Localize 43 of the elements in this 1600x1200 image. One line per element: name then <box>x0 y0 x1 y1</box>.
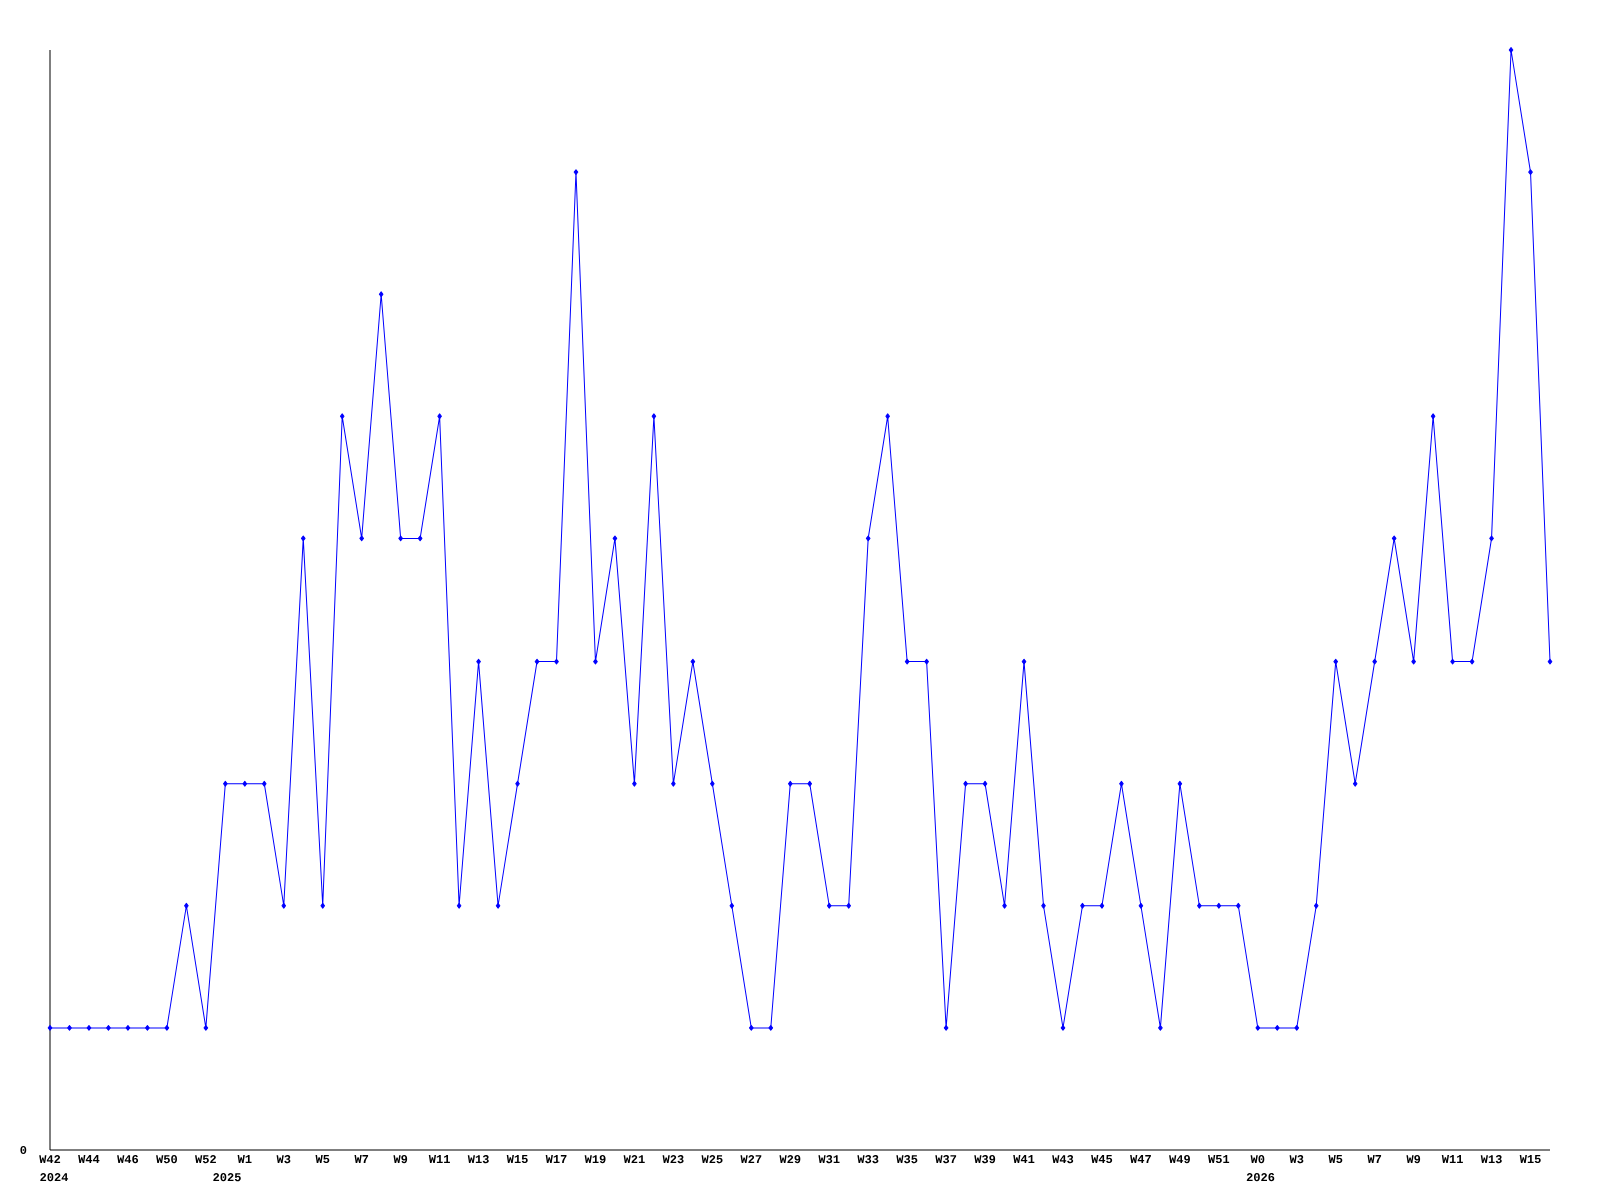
x-tick-label: W9 <box>1406 1155 1421 1164</box>
x-tick-label: W42 <box>39 1155 61 1164</box>
x-tick-label: W9 <box>393 1155 408 1164</box>
x-tick-label: W31 <box>818 1155 840 1164</box>
x-tick-label: W47 <box>1130 1155 1151 1163</box>
x-tick-label: W19 <box>584 1155 606 1164</box>
x-tick-label: W52 <box>195 1155 216 1164</box>
x-tick-label: W7 <box>1367 1155 1382 1163</box>
x-tick-label: W39 <box>974 1155 996 1164</box>
x-tick-label: W44 <box>78 1155 100 1163</box>
text: 2024 <box>40 1173 69 1182</box>
x-tick-label: W11 <box>428 1155 450 1163</box>
x-tick-label: W1 <box>237 1155 252 1163</box>
x-tick-label: W15 <box>506 1155 528 1164</box>
x-tick-label: W49 <box>1169 1155 1190 1164</box>
text: 2025 <box>213 1173 241 1182</box>
x-tick-label: W50 <box>156 1155 178 1164</box>
x-tick-label: W37 <box>935 1155 957 1164</box>
x-tick-label: W21 <box>623 1155 645 1164</box>
x-tick-label: W17 <box>545 1155 567 1163</box>
x-tick-label: W43 <box>1052 1155 1074 1164</box>
x-tick-label: W46 <box>117 1155 139 1164</box>
x-tick-label: W41 <box>1013 1155 1035 1163</box>
x-tick-label: W35 <box>896 1155 918 1164</box>
x-tick-label: W7 <box>354 1155 369 1163</box>
x-tick-label: W15 <box>1519 1155 1541 1164</box>
x-tick-label: W51 <box>1208 1155 1230 1164</box>
x-tick-label: W11 <box>1441 1155 1463 1163</box>
x-tick-label: W13 <box>1480 1155 1502 1164</box>
x-tick-label: W29 <box>779 1155 801 1164</box>
x-tick-label: W33 <box>857 1155 879 1164</box>
x-tick-label: W27 <box>740 1155 762 1164</box>
x-tick-label: W5 <box>1328 1155 1343 1164</box>
x-tick-label: W0 <box>1250 1155 1265 1164</box>
x-tick-label: W3 <box>1289 1155 1304 1164</box>
x-tick-label: W13 <box>467 1155 489 1164</box>
x-tick-label: W23 <box>662 1155 684 1164</box>
x-tick-label: W45 <box>1091 1155 1113 1164</box>
x-tick-label: W3 <box>276 1155 291 1164</box>
x-tick-label: W25 <box>701 1155 723 1164</box>
text: 0 <box>20 1145 27 1155</box>
x-tick-label: W5 <box>315 1155 330 1164</box>
text: 2026 <box>1246 1173 1275 1182</box>
